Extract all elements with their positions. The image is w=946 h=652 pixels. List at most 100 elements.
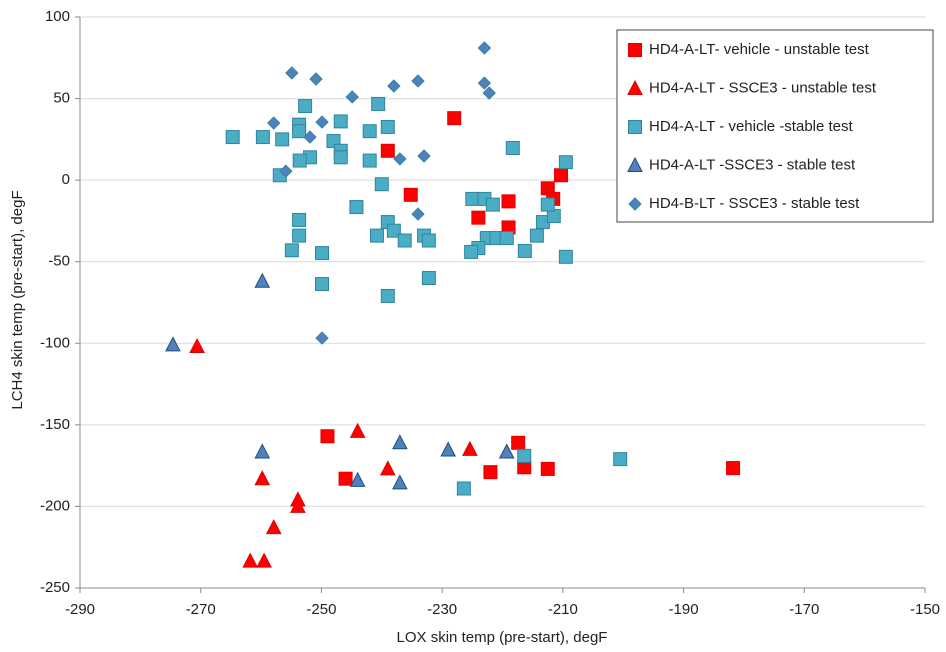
x-tick-label: -190 <box>669 601 699 618</box>
marker-diamond <box>477 76 492 90</box>
marker-triangle <box>254 272 271 288</box>
marker-diamond <box>482 86 496 100</box>
x-tick-label: -230 <box>427 601 457 618</box>
marker-square <box>464 244 479 259</box>
x-tick-label: -170 <box>789 601 819 618</box>
marker-square <box>501 194 516 209</box>
legend: HD4-A-LT- vehicle - unstable test HD4-A-L… <box>616 29 934 223</box>
marker-square <box>529 228 544 243</box>
marker-triangle <box>392 474 408 490</box>
y-tick-label: -200 <box>40 497 70 514</box>
marker-diamond <box>387 79 401 93</box>
marker-square <box>284 243 299 258</box>
y-tick-label: -150 <box>40 416 70 433</box>
marker-square <box>315 277 330 292</box>
x-tick-label: -150 <box>910 601 940 618</box>
marker-square <box>558 249 573 264</box>
x-tick-label: -210 <box>548 601 578 618</box>
marker-square <box>380 119 395 134</box>
marker-square <box>292 212 307 227</box>
marker-square <box>380 143 395 158</box>
marker-square <box>465 191 480 206</box>
marker-triangle <box>256 552 272 568</box>
marker-square <box>397 233 412 248</box>
marker-triangle <box>290 497 306 513</box>
marker-square <box>613 452 628 467</box>
marker-triangle <box>242 552 259 568</box>
marker-square <box>349 200 364 215</box>
marker-square <box>380 288 395 303</box>
legend-label: HD4-A-LT- vehicle - unstable test <box>649 41 870 58</box>
marker-diamond <box>279 164 293 178</box>
marker-square <box>320 429 335 444</box>
marker-square <box>554 168 569 183</box>
marker-diamond <box>309 72 323 86</box>
marker-square <box>292 124 307 139</box>
marker-square <box>225 130 240 145</box>
y-tick-label: 0 <box>62 171 70 188</box>
y-tick-label: -100 <box>40 334 70 351</box>
marker-square <box>315 246 330 261</box>
marker-square <box>333 114 348 129</box>
y-tick-label: 50 <box>53 90 70 107</box>
legend-label: HD4-A-LT - vehicle -stable test <box>649 118 854 135</box>
marker-square <box>362 153 377 168</box>
marker-triangle <box>189 337 205 354</box>
marker-diamond <box>628 197 642 211</box>
marker-diamond <box>267 116 281 130</box>
marker-diamond <box>345 90 359 104</box>
marker-diamond <box>285 66 299 80</box>
marker-triangle <box>462 440 478 456</box>
marker-square <box>628 43 642 57</box>
marker-square <box>456 481 471 496</box>
marker-square <box>292 228 307 243</box>
marker-triangle <box>349 471 366 487</box>
marker-diamond <box>411 74 425 88</box>
marker-square <box>333 150 348 165</box>
x-tick-label: -290 <box>65 601 95 618</box>
marker-square <box>628 120 642 134</box>
marker-square <box>517 243 532 258</box>
marker-triangle <box>498 443 515 459</box>
marker-square <box>275 132 290 147</box>
marker-square <box>726 461 741 476</box>
marker-square <box>517 448 532 463</box>
marker-square <box>362 124 377 139</box>
marker-diamond <box>417 149 431 163</box>
marker-square <box>540 197 555 212</box>
marker-square <box>485 197 500 212</box>
marker-square <box>298 99 313 114</box>
marker-square <box>471 210 486 225</box>
marker-square <box>255 130 270 145</box>
marker-triangle <box>349 422 366 438</box>
legend-label: HD4-A-LT -SSCE3 - stable test <box>649 156 856 173</box>
marker-diamond <box>315 331 329 345</box>
marker-diamond <box>411 207 425 221</box>
y-tick-label: 100 <box>45 8 70 25</box>
x-tick-label: -250 <box>306 601 336 618</box>
legend-label: HD4-A-LT - SSCE3 - unstable test <box>649 79 877 96</box>
marker-square <box>292 153 307 168</box>
y-tick-label: -50 <box>48 253 70 270</box>
marker-square <box>369 228 384 243</box>
y-tick-label: -250 <box>40 579 70 596</box>
marker-triangle <box>165 336 181 352</box>
marker-square <box>558 155 573 170</box>
marker-diamond <box>315 115 329 129</box>
legend-label: HD4-B-LT - SSCE3 - stable test <box>649 195 860 212</box>
marker-square <box>386 223 401 238</box>
marker-triangle <box>254 470 271 486</box>
marker-triangle <box>627 156 643 172</box>
marker-triangle <box>379 460 396 476</box>
marker-square <box>374 177 389 192</box>
marker-diamond <box>393 152 407 166</box>
y-axis-title: LCH4 skin temp (pre-start), degF <box>9 190 26 409</box>
marker-square <box>403 187 418 202</box>
x-tick-label: -270 <box>186 601 216 618</box>
marker-square <box>421 271 436 286</box>
marker-square <box>338 471 353 486</box>
marker-diamond <box>477 41 492 55</box>
marker-square <box>447 111 462 126</box>
marker-square <box>499 231 514 246</box>
